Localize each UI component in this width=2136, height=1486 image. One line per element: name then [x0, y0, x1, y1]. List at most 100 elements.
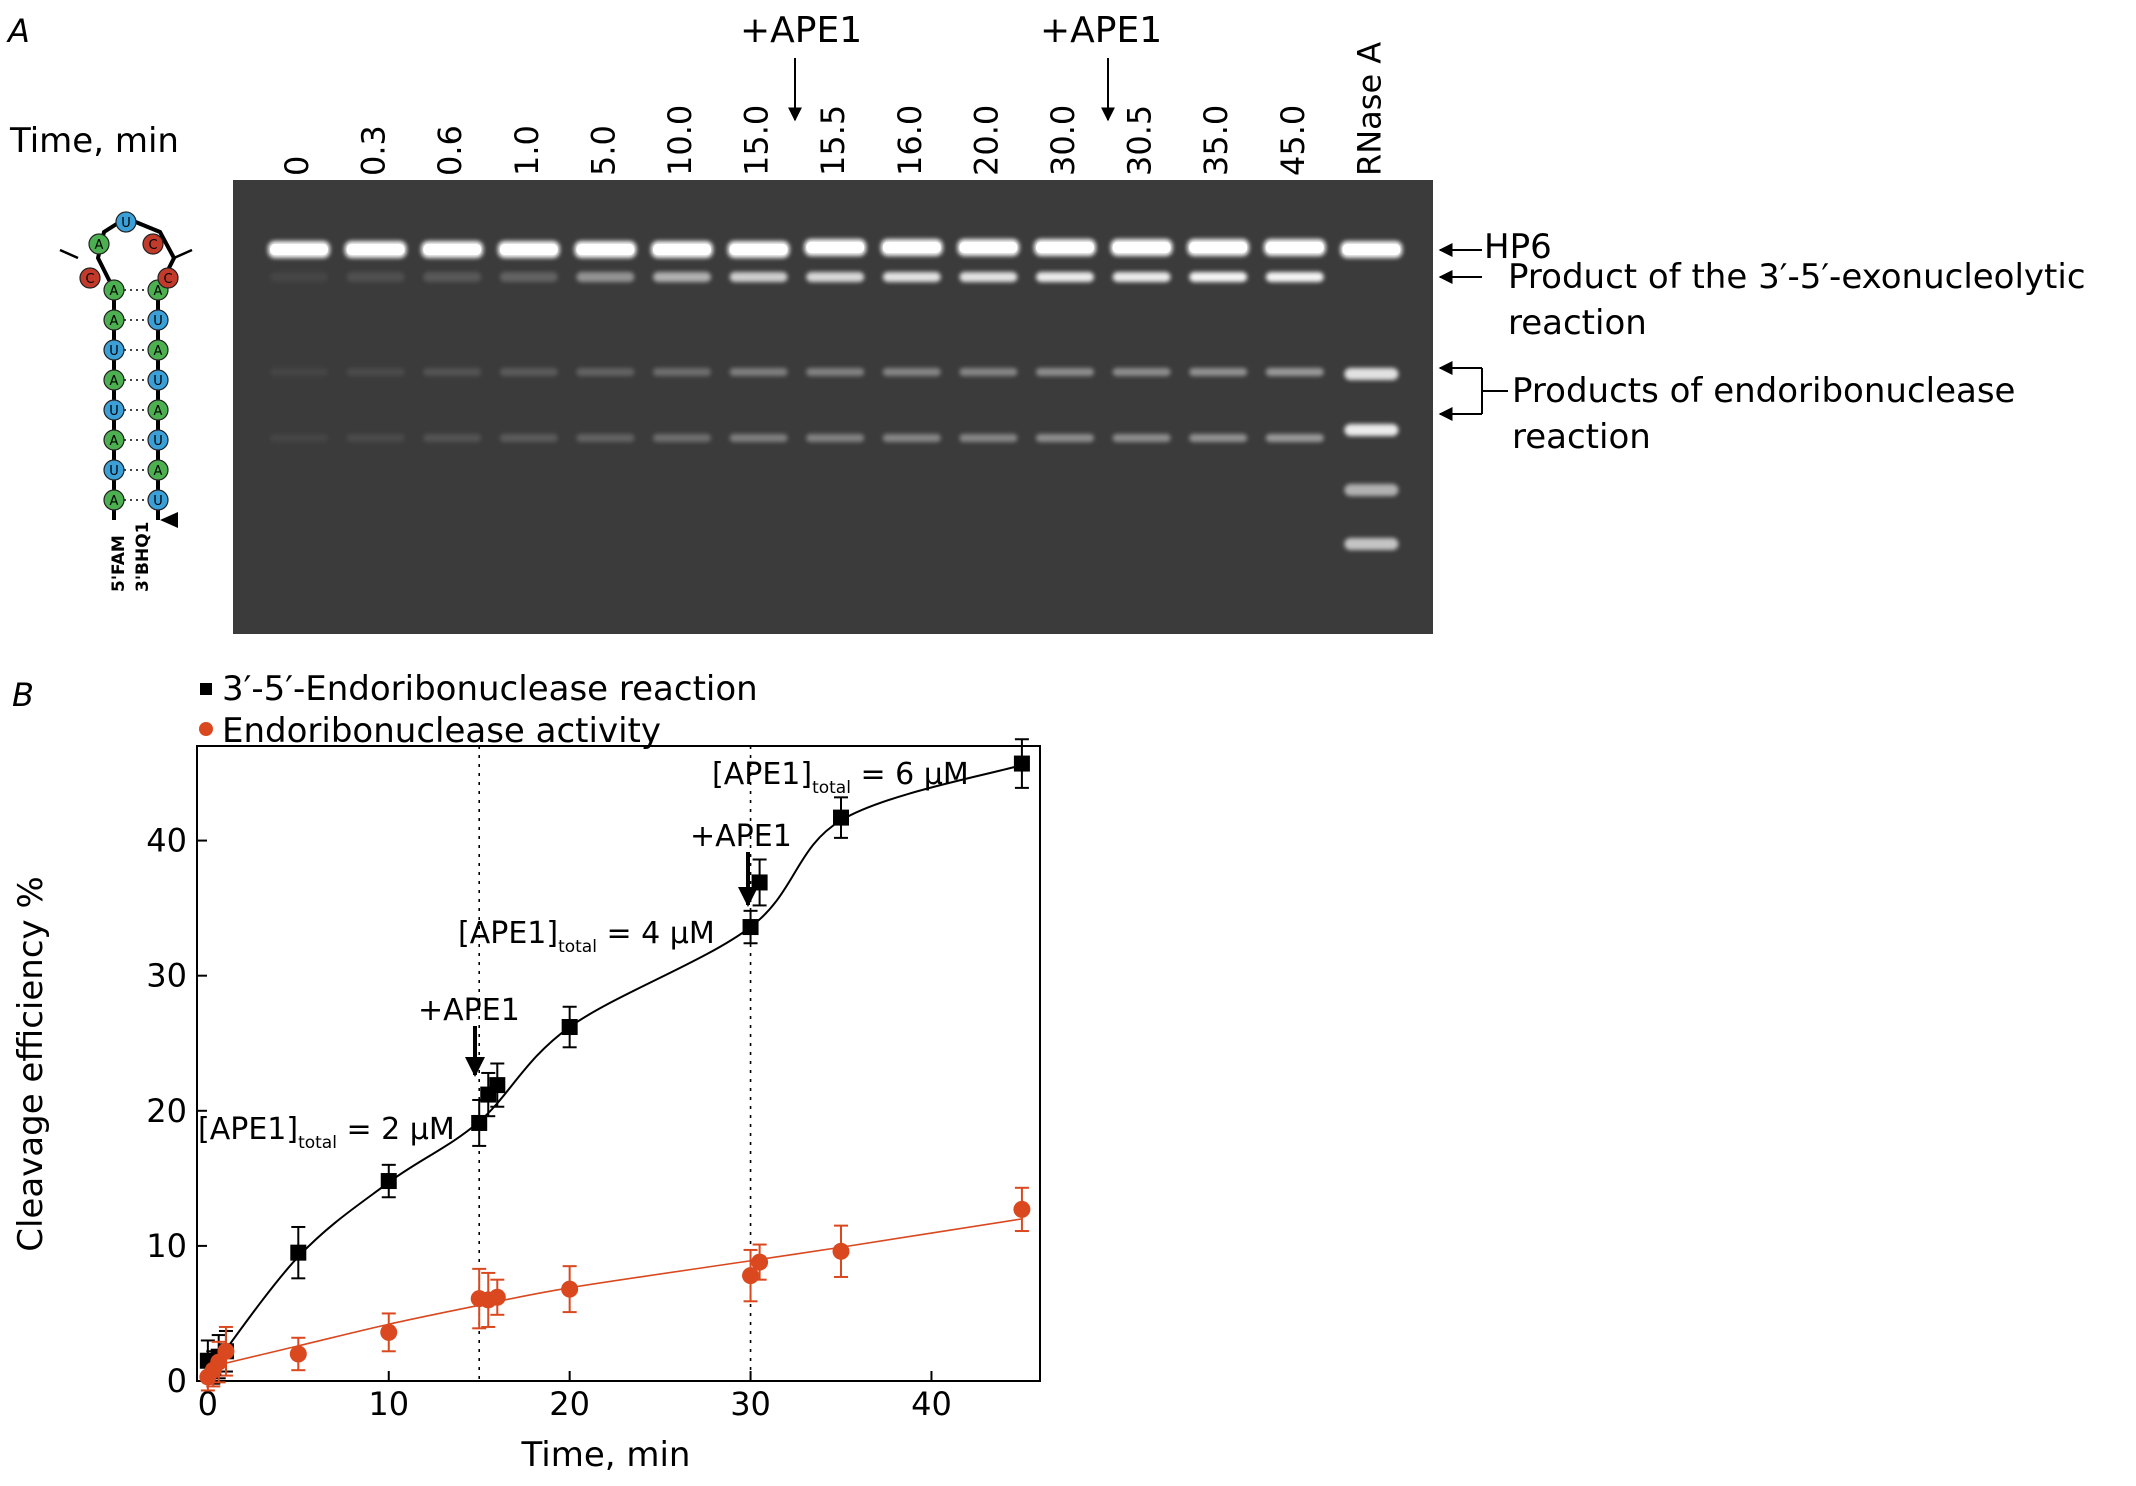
panel-b-label: B [12, 676, 34, 714]
band-hp6-core [1189, 242, 1248, 253]
band-endo-product-lower [423, 434, 482, 442]
data-point-endo [832, 1242, 850, 1260]
nucleotide-u: U [103, 399, 125, 421]
band-endo-product-lower [806, 434, 865, 442]
svg-text:U: U [153, 434, 163, 449]
hp6-label: HP6 [1484, 227, 1552, 267]
lane-label: 16.0 [891, 105, 929, 176]
hairpin-backbone-left [95, 216, 128, 520]
data-point-exo [1013, 755, 1030, 772]
nucleotide-a: A [147, 339, 169, 361]
x-tick-label: 10 [368, 1385, 409, 1423]
x-tick-label: 0 [198, 1385, 218, 1423]
band-exo-product [499, 272, 558, 282]
band-endo-product-lower [653, 434, 711, 442]
data-point-endo [561, 1280, 579, 1298]
legend-label-endo: Endoribonuclease activity [222, 711, 661, 751]
band-hp6-core [806, 242, 865, 253]
data-point-endo [289, 1345, 307, 1363]
band-endo-product-lower [959, 434, 1018, 442]
panel-b: B 3′-5′-Endoribonuclease reaction Endori… [11, 669, 1041, 1475]
band-exo-product [959, 272, 1018, 282]
nucleotide-a: A [103, 369, 125, 391]
nucleotide-a: A [103, 429, 125, 451]
svg-text:A: A [154, 284, 163, 299]
nucleotide-a: A [147, 399, 169, 421]
error-bars [200, 738, 1029, 1392]
endo-product-bracket [1481, 368, 1508, 414]
band-exo-product [576, 272, 635, 282]
band-endo-product-upper [806, 368, 865, 376]
band-hp6-core [1342, 244, 1401, 255]
label-5prime: 5'FAM [109, 535, 129, 592]
band-endo-product-lower [499, 434, 558, 442]
svg-text:A: A [95, 238, 104, 253]
svg-text:A: A [154, 464, 163, 479]
panel-a: A Time, min +APE1 +APE1 0 0.3 0.6 1.0 5.0 10.… [6, 10, 2086, 634]
svg-text:A: A [110, 374, 119, 389]
svg-text:A: A [154, 344, 163, 359]
plot-frame [196, 745, 1041, 1382]
band-endo-product-upper [1112, 368, 1171, 376]
band-endo-product-lower [1112, 434, 1171, 442]
band-endo-product-upper [346, 368, 405, 376]
band-hp6-core [729, 244, 788, 255]
band-endo-product-lower [1189, 434, 1248, 442]
svg-text:A: A [110, 284, 119, 299]
band-ladder [1344, 424, 1399, 436]
band-endo-product-upper [576, 368, 635, 376]
lane-label: 15.0 [738, 105, 776, 176]
band-endo-product-lower [576, 434, 635, 442]
band-endo-product-lower [346, 434, 405, 442]
data-point-exo [561, 1019, 578, 1036]
x-tick-label: 40 [911, 1385, 952, 1423]
y-tick-label: 0 [167, 1362, 187, 1400]
cleavage-arrow-left [59, 248, 79, 260]
data-points [199, 755, 1031, 1386]
band-endo-product-upper [270, 368, 328, 376]
nucleotide-u: U [147, 429, 169, 451]
legend-label-exo: 3′-5′-Endoribonuclease reaction [222, 669, 758, 709]
lane-label: 30.0 [1044, 105, 1082, 176]
band-endo-product-lower [1036, 434, 1094, 442]
lane-label: 1.0 [508, 125, 546, 176]
data-point-endo [217, 1342, 235, 1360]
svg-text:A: A [154, 404, 163, 419]
exo-product-label-2: reaction [1508, 303, 1647, 343]
band-exo-product [882, 272, 941, 282]
endo-product-label-1: Products of endoribonuclease [1512, 371, 2015, 411]
lane-label: 15.5 [814, 105, 852, 176]
data-point-endo [1013, 1200, 1031, 1218]
fit-curve-exo [207, 763, 1023, 1375]
data-point-exo [380, 1173, 397, 1190]
exo-product-label-1: Product of the 3′-5′-exonucleolytic [1508, 257, 2086, 297]
band-endo-product-upper [729, 368, 788, 376]
nucleotide-a: A [103, 309, 125, 331]
time-axis-label: Time, min [9, 121, 179, 161]
svg-text:U: U [109, 344, 119, 359]
y-tick-label: 30 [146, 957, 187, 995]
lane-label: 35.0 [1197, 105, 1235, 176]
band-exo-product [653, 272, 711, 282]
band-endo-product-lower [882, 434, 941, 442]
nucleotide-u: U [147, 369, 169, 391]
data-point-endo [742, 1267, 760, 1285]
band-endo-product-lower [1265, 434, 1324, 442]
band-exo-product [729, 272, 788, 282]
band-hp6-core [1112, 242, 1171, 253]
fit-curve-endo [207, 1218, 1023, 1369]
band-endo-product-upper [959, 368, 1018, 376]
lane-label: 30.5 [1121, 105, 1159, 176]
chart-add-ape1-label-1: +APE1 [418, 993, 520, 1028]
band-exo-product [806, 272, 865, 282]
svg-text:A: A [110, 434, 119, 449]
lane-label: 5.0 [584, 125, 622, 176]
data-point-exo [751, 874, 768, 891]
band-endo-product-lower [270, 434, 328, 442]
legend-marker-circle [199, 722, 213, 736]
data-point-exo [471, 1114, 488, 1131]
data-point-exo [742, 919, 759, 936]
svg-text:U: U [109, 404, 119, 419]
nucleotide-u: U [115, 211, 137, 233]
